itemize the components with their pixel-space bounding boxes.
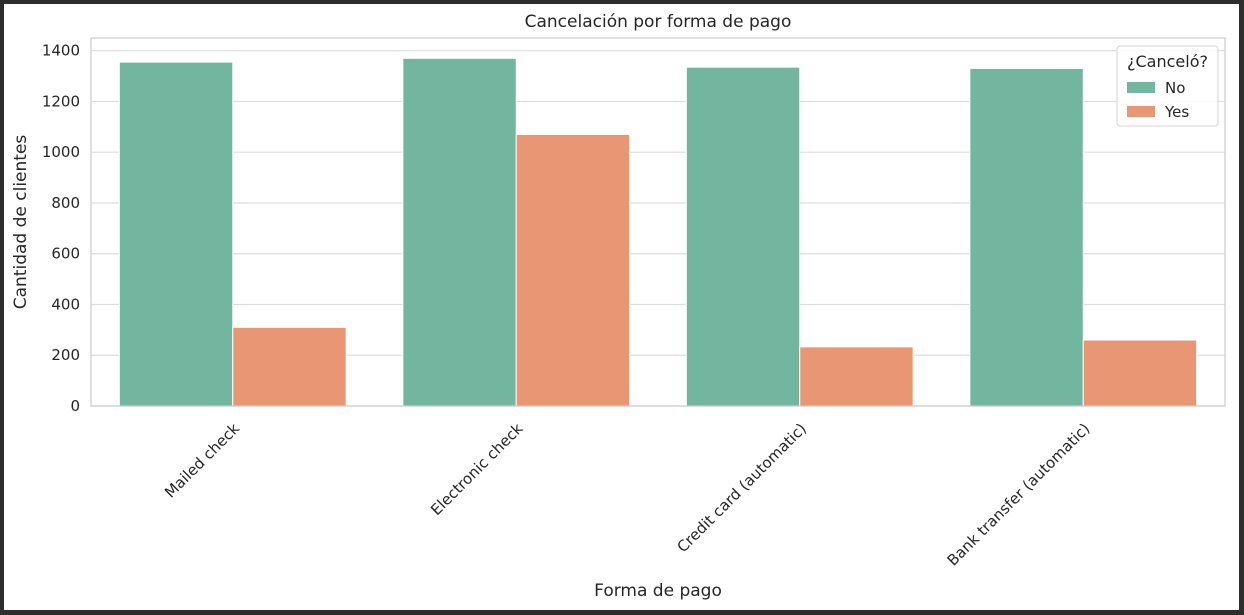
x-tick-labels: Mailed check Electronic check Credit card … xyxy=(161,419,1093,569)
y-tick-label: 1200 xyxy=(42,92,80,110)
x-tick-label: Bank transfer (automatic) xyxy=(944,420,1094,570)
chart: 0 200 400 600 800 1000 1200 1400 Mailed check El… xyxy=(11,12,1226,601)
legend-label-no: No xyxy=(1165,79,1185,97)
plot-area-border xyxy=(90,37,1226,407)
x-axis-title: Forma de pago xyxy=(594,581,722,601)
y-tick-label: 0 xyxy=(70,397,80,415)
bar-yes-0 xyxy=(232,326,347,407)
legend-label-yes: Yes xyxy=(1164,103,1189,121)
bar-no-1 xyxy=(402,57,517,407)
y-tick-label: 200 xyxy=(51,346,80,364)
bar-no-2 xyxy=(685,66,801,407)
y-tick-label: 400 xyxy=(51,295,80,313)
y-tick-label: 800 xyxy=(51,194,80,212)
legend-items: No Yes xyxy=(1127,79,1189,121)
legend-title: ¿Canceló? xyxy=(1127,52,1208,71)
y-axis-title: Cantidad de clientes xyxy=(11,135,31,310)
chart-frame: 0 200 400 600 800 1000 1200 1400 Mailed check El… xyxy=(4,4,1239,610)
bar-yes-3 xyxy=(1082,339,1198,407)
bars xyxy=(118,57,1198,407)
chart-title: Cancelación por forma de pago xyxy=(525,12,792,32)
bar-yes-2 xyxy=(799,346,914,407)
legend-swatch-yes xyxy=(1127,106,1155,117)
x-tick-label: Electronic check xyxy=(427,419,527,519)
x-tick-label: Credit card (automatic) xyxy=(673,420,810,557)
y-tick-labels: 0 200 400 600 800 1000 1200 1400 xyxy=(42,42,80,415)
legend: ¿Canceló? No Yes xyxy=(1116,45,1219,127)
y-tick-label: 1000 xyxy=(42,143,80,161)
bar-no-3 xyxy=(969,67,1084,407)
y-tick-label: 600 xyxy=(51,245,80,263)
bar-no-0 xyxy=(118,61,234,407)
legend-swatch-no xyxy=(1127,82,1155,93)
x-tick-label: Mailed check xyxy=(161,419,243,501)
y-tick-label: 1400 xyxy=(42,42,80,60)
bar-yes-1 xyxy=(515,133,631,407)
